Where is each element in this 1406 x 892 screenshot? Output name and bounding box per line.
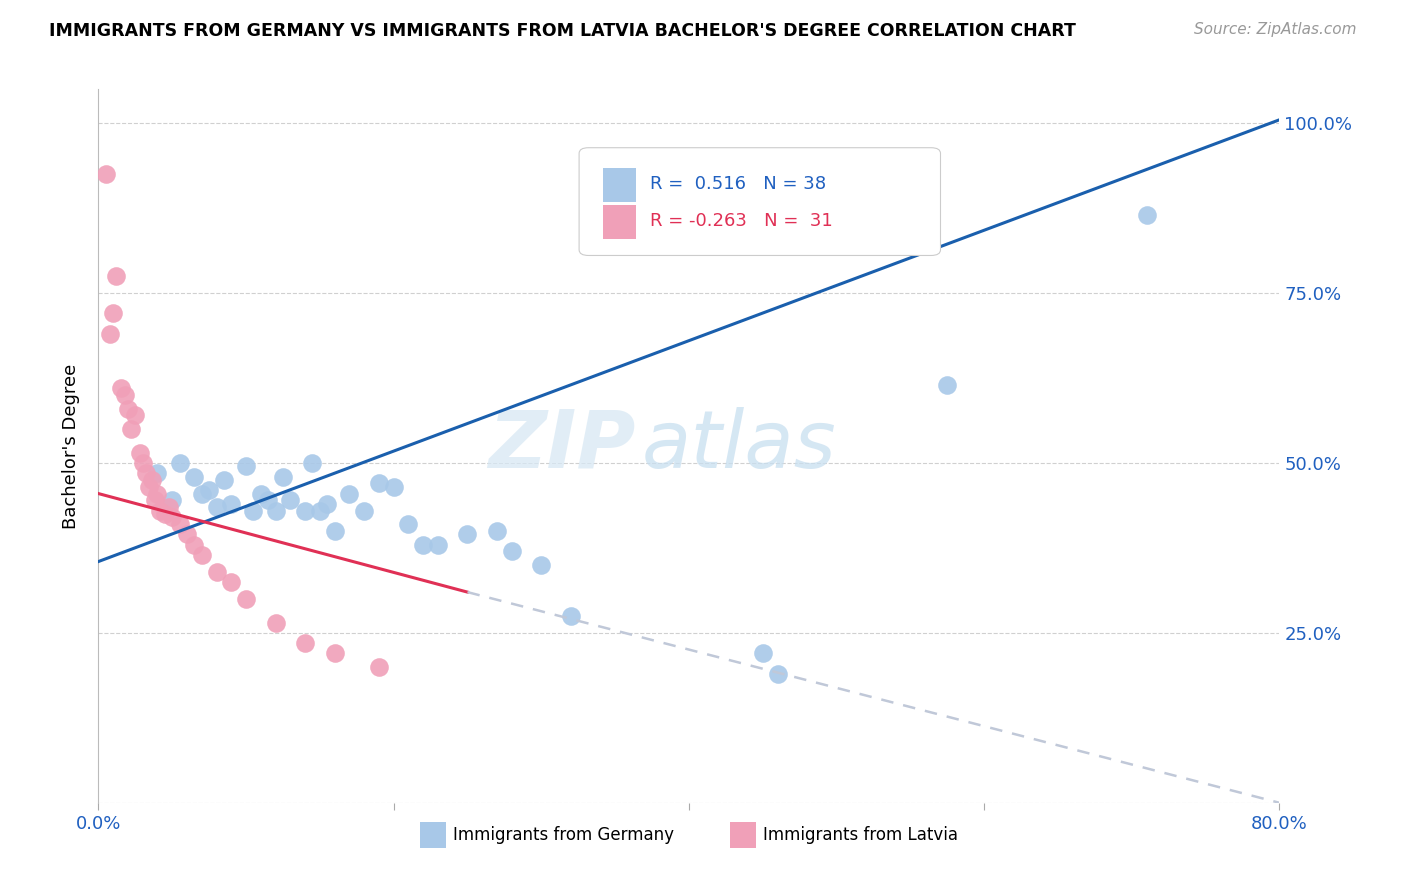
- Point: [146, 486, 169, 500]
- Point: [612, 238, 634, 252]
- Point: [257, 493, 280, 508]
- Point: [114, 388, 136, 402]
- Point: [128, 446, 150, 460]
- Y-axis label: Bachelor's Degree: Bachelor's Degree: [62, 363, 80, 529]
- Point: [301, 456, 323, 470]
- Bar: [419, 822, 446, 847]
- Point: [427, 537, 450, 551]
- Point: [198, 483, 221, 498]
- Point: [219, 574, 242, 589]
- Text: Immigrants from Germany: Immigrants from Germany: [453, 826, 673, 844]
- Point: [103, 306, 125, 320]
- Text: R = -0.263   N =  31: R = -0.263 N = 31: [650, 212, 832, 230]
- Point: [98, 326, 121, 341]
- Point: [176, 527, 198, 541]
- Point: [294, 636, 316, 650]
- Point: [141, 473, 163, 487]
- Point: [278, 493, 302, 508]
- Point: [486, 524, 509, 538]
- Point: [456, 527, 478, 541]
- Text: R =  0.516   N = 38: R = 0.516 N = 38: [650, 175, 827, 193]
- Point: [162, 510, 183, 524]
- Point: [143, 493, 166, 508]
- Bar: [603, 205, 636, 239]
- Point: [157, 500, 180, 515]
- Point: [183, 469, 205, 483]
- Point: [560, 608, 582, 623]
- Point: [235, 591, 257, 606]
- Point: [501, 544, 523, 558]
- Point: [149, 503, 172, 517]
- Point: [250, 486, 273, 500]
- Point: [382, 480, 405, 494]
- Point: [162, 493, 183, 508]
- Point: [132, 456, 155, 470]
- Point: [271, 469, 294, 483]
- Point: [323, 524, 346, 538]
- Text: IMMIGRANTS FROM GERMANY VS IMMIGRANTS FROM LATVIA BACHELOR'S DEGREE CORRELATION : IMMIGRANTS FROM GERMANY VS IMMIGRANTS FR…: [49, 22, 1076, 40]
- Point: [264, 615, 287, 630]
- Point: [766, 666, 789, 681]
- Text: Source: ZipAtlas.com: Source: ZipAtlas.com: [1194, 22, 1357, 37]
- Point: [153, 507, 176, 521]
- Point: [191, 486, 214, 500]
- Point: [368, 476, 391, 491]
- Point: [751, 646, 773, 660]
- Point: [138, 480, 160, 494]
- Point: [191, 548, 214, 562]
- Point: [169, 456, 191, 470]
- Point: [368, 660, 391, 674]
- Point: [339, 486, 360, 500]
- Point: [124, 409, 146, 423]
- Point: [936, 377, 959, 392]
- Point: [242, 503, 264, 517]
- Text: atlas: atlas: [641, 407, 837, 485]
- Point: [294, 503, 316, 517]
- Point: [183, 537, 205, 551]
- Point: [212, 473, 235, 487]
- Point: [219, 497, 242, 511]
- Point: [205, 500, 228, 515]
- Point: [205, 565, 228, 579]
- Point: [530, 558, 553, 572]
- Point: [117, 401, 139, 416]
- Point: [105, 269, 128, 284]
- Text: Immigrants from Latvia: Immigrants from Latvia: [763, 826, 959, 844]
- Point: [94, 167, 117, 181]
- Point: [1135, 208, 1157, 222]
- Point: [135, 466, 157, 480]
- Point: [316, 497, 339, 511]
- Point: [120, 422, 142, 436]
- Point: [169, 517, 191, 532]
- Point: [264, 503, 287, 517]
- Point: [110, 381, 132, 395]
- Text: ZIP: ZIP: [488, 407, 636, 485]
- FancyBboxPatch shape: [579, 148, 941, 255]
- Point: [146, 466, 169, 480]
- Point: [235, 459, 257, 474]
- Point: [309, 503, 332, 517]
- Point: [396, 517, 419, 532]
- Bar: [603, 168, 636, 202]
- Point: [353, 503, 375, 517]
- Bar: [730, 822, 756, 847]
- Point: [412, 537, 434, 551]
- Point: [323, 646, 346, 660]
